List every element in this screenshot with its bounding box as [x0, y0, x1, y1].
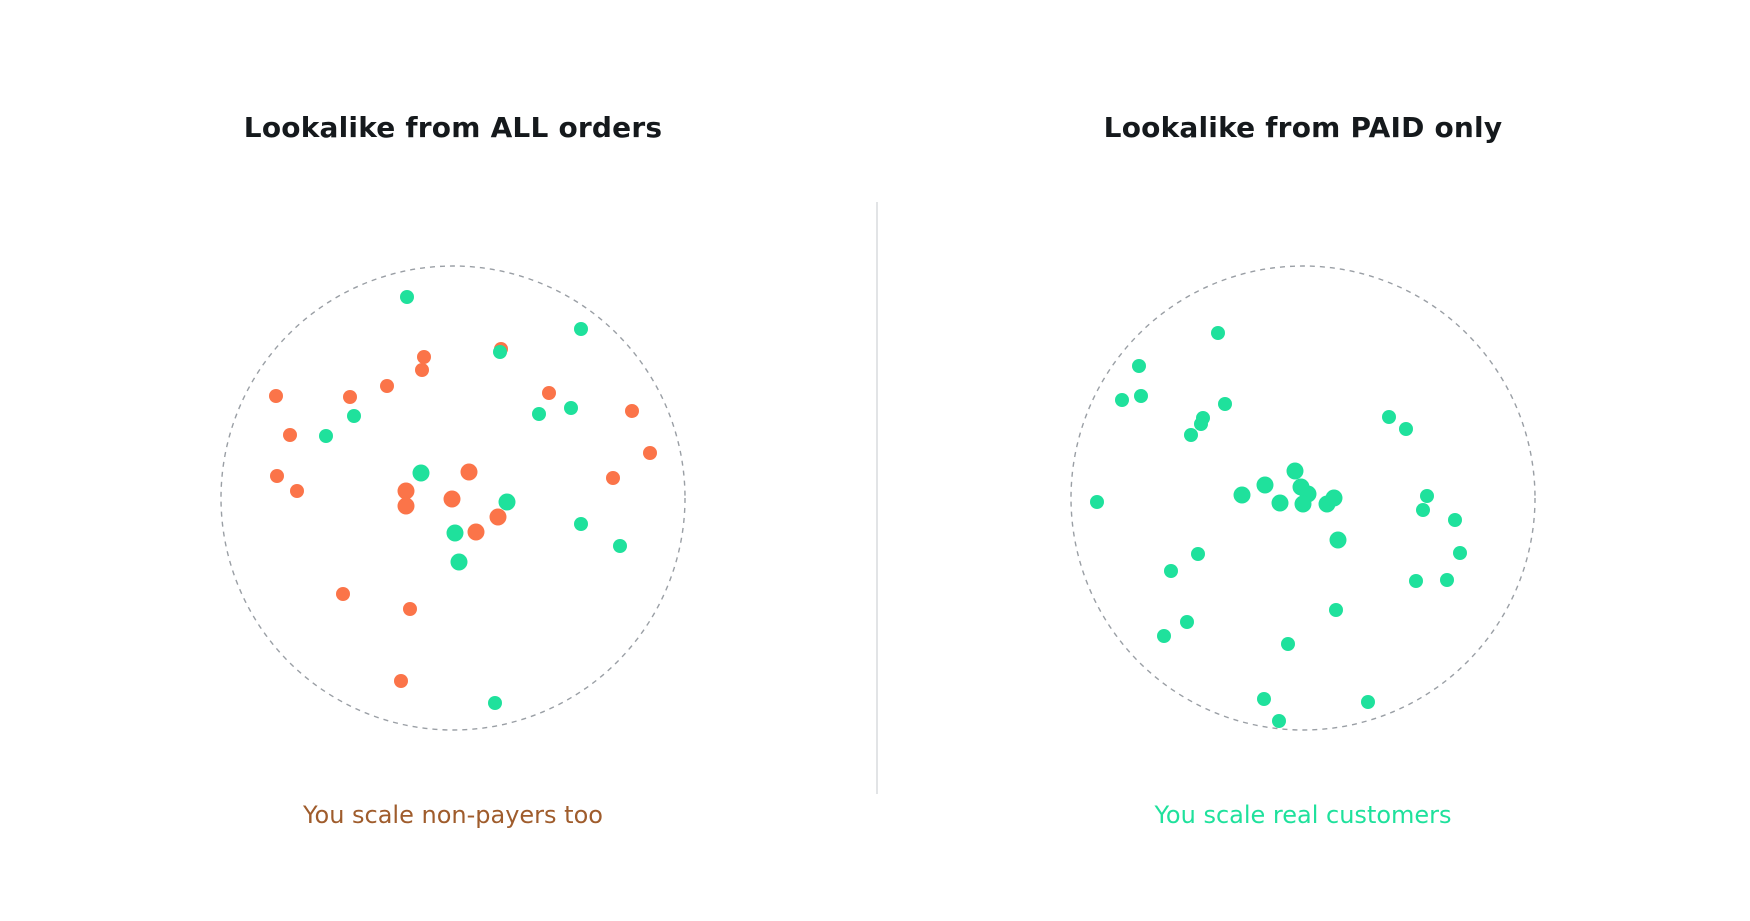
non-payer-dot [606, 471, 620, 485]
non-payer-dot [443, 490, 461, 508]
non-payer-dot [415, 363, 429, 377]
paying-customer-dot [1134, 389, 1148, 403]
paying-customer-dot [1132, 359, 1146, 373]
right-panel-caption: You scale real customers [1154, 801, 1452, 829]
paying-customer-dot [1191, 547, 1205, 561]
paying-customer-dot [1115, 393, 1129, 407]
non-payer-dot [283, 428, 297, 442]
paying-customer-dot [1361, 695, 1375, 709]
non-payer-dot [542, 386, 556, 400]
paying-customer-dot [1294, 495, 1312, 513]
non-payer-dot [290, 484, 304, 498]
paying-customer-dot [574, 322, 588, 336]
non-payer-dot [625, 404, 639, 418]
paying-customer-dot [1448, 513, 1462, 527]
non-payer-dot [489, 508, 507, 526]
paying-customer-dot [1271, 494, 1289, 512]
paying-customer-dot [1409, 574, 1423, 588]
non-payer-dot [343, 390, 357, 404]
paying-customer-dot [400, 290, 414, 304]
paying-customer-dot [1286, 462, 1304, 480]
paying-customer-dot [412, 464, 430, 482]
paying-customer-dot [1382, 410, 1396, 424]
paying-customer-dot [532, 407, 546, 421]
paying-customer-dot [446, 524, 464, 542]
paying-customer-dot [347, 409, 361, 423]
paid-only-audience-circle [1070, 265, 1536, 731]
paying-customer-dot [450, 553, 468, 571]
paying-customer-dot [1453, 546, 1467, 560]
non-payer-dot [417, 350, 431, 364]
right-panel-title: Lookalike from PAID only [1103, 111, 1503, 144]
paying-customer-dot [1329, 603, 1343, 617]
non-payer-dot [643, 446, 657, 460]
paying-customer-dot [1399, 422, 1413, 436]
paying-customer-dot [564, 401, 578, 415]
paying-customer-dot [1218, 397, 1232, 411]
all-orders-audience-circle [220, 265, 686, 731]
paying-customer-dot [319, 429, 333, 443]
paying-customer-dot [1272, 714, 1286, 728]
non-payer-dot [467, 523, 485, 541]
paying-customer-dot [1440, 573, 1454, 587]
paying-customer-dot [1420, 489, 1434, 503]
paying-customer-dot [1211, 326, 1225, 340]
paying-customer-dot [1325, 489, 1343, 507]
paying-customer-dot [1256, 476, 1274, 494]
left-panel-caption: You scale non-payers too [303, 801, 603, 829]
paying-customer-dot [1329, 531, 1347, 549]
paying-customer-dot [488, 696, 502, 710]
paying-customer-dot [1233, 486, 1251, 504]
paying-customer-dot [1416, 503, 1430, 517]
non-payer-dot [394, 674, 408, 688]
paying-customer-dot [1281, 637, 1295, 651]
paying-customer-dot [1194, 417, 1208, 431]
paying-customer-dot [574, 517, 588, 531]
paying-customer-dot [1180, 615, 1194, 629]
paying-customer-dot [1090, 495, 1104, 509]
paying-customer-dot [1257, 692, 1271, 706]
non-payer-dot [460, 463, 478, 481]
paying-customer-dot [613, 539, 627, 553]
audience-boundary [1070, 265, 1536, 731]
paying-customer-dot [498, 493, 516, 511]
non-payer-dot [397, 482, 415, 500]
paying-customer-dot [493, 345, 507, 359]
paying-customer-dot [1184, 428, 1198, 442]
left-panel-title: Lookalike from ALL orders [243, 111, 663, 144]
non-payer-dot [397, 497, 415, 515]
audience-boundary [220, 265, 686, 731]
non-payer-dot [336, 587, 350, 601]
paying-customer-dot [1164, 564, 1178, 578]
non-payer-dot [380, 379, 394, 393]
non-payer-dot [269, 389, 283, 403]
non-payer-dot [403, 602, 417, 616]
panel-divider [876, 202, 878, 794]
non-payer-dot [270, 469, 284, 483]
paying-customer-dot [1157, 629, 1171, 643]
